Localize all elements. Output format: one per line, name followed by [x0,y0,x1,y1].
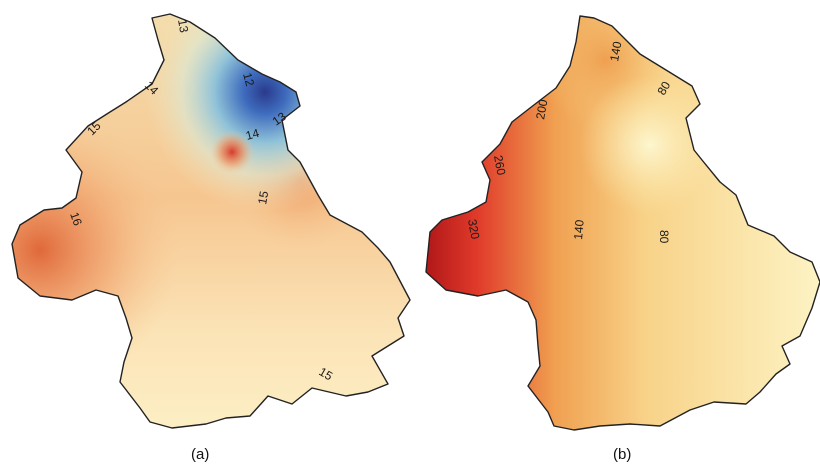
contour-label: 140 [607,40,624,62]
panel-caption-a: (a) [191,446,209,463]
contour-label: 140 [571,219,587,240]
contour-label: 14 [244,126,261,143]
contour-label: 320 [465,218,482,240]
temperature-field [12,14,410,428]
map-panel-a: 13 14 12 13 15 14 15 16 15 (a) [11,13,411,463]
contour-label: 15 [317,364,336,383]
contour-label: 12 [240,71,257,88]
map-panel-b: 140 80 200 260 320 140 80 (b) [425,15,820,463]
contour-label: 80 [654,79,673,98]
panel-caption-b: (b) [613,446,631,463]
contour-label: 200 [533,98,550,120]
contour-label: 260 [491,154,508,176]
contour-label: 80 [657,230,671,244]
contour-label: 16 [67,210,85,228]
contour-label: 15 [255,190,271,206]
contour-label: 13 [175,18,191,34]
